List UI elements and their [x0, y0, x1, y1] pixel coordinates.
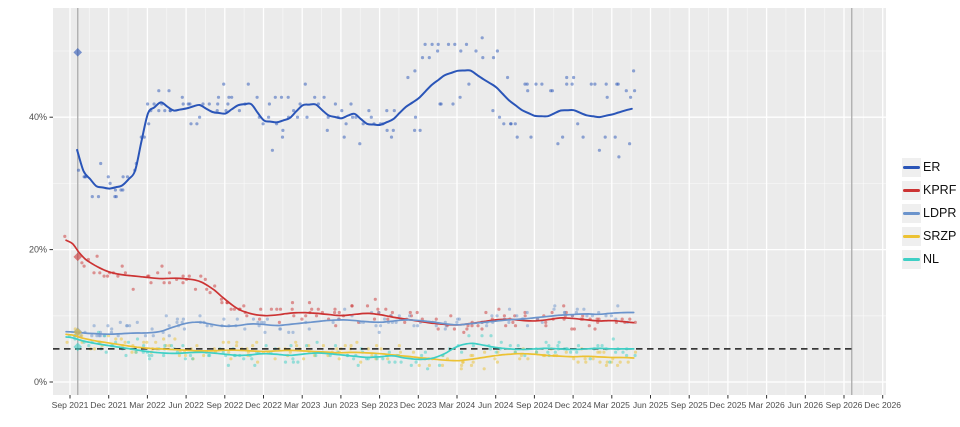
x-tick-label: Mar 2026 [748, 400, 785, 410]
x-tick-label: Jun 2022 [168, 400, 204, 410]
election-diamond-NL [73, 342, 83, 352]
x-tick-label: Mar 2022 [129, 400, 166, 410]
axes: 0% 20% 40% Sep 2021 Dec 2021 Mar 2022 Jun 2022… [29, 112, 901, 410]
trend-line-SRZP [65, 333, 635, 362]
legend-label-ldpr: LDPR [923, 206, 957, 221]
legend-key-nl [902, 250, 921, 269]
x-tick-label: Dec 2024 [555, 400, 592, 410]
y-tick-label: 0% [34, 377, 47, 387]
x-tick-label: Dec 2022 [245, 400, 282, 410]
legend-label-nl: NL [923, 252, 939, 267]
trend-lines [65, 69, 635, 362]
legend-key-srzp [902, 227, 921, 246]
x-tick-label: Jun 2023 [323, 400, 359, 410]
x-tick-label: Mar 2025 [594, 400, 631, 410]
x-tick-label: Sep 2025 [671, 400, 708, 410]
trend-line-ER [76, 69, 633, 190]
srzp-line-swatch [903, 235, 920, 238]
x-tick-label: Mar 2023 [284, 400, 321, 410]
election-result-markers [73, 48, 83, 352]
election-diamond-KPRF [73, 252, 83, 262]
trend-line-LDPR [65, 311, 635, 336]
nl-line-swatch [903, 258, 920, 261]
trend-line-NL [65, 336, 635, 361]
x-tick-label: Dec 2021 [90, 400, 127, 410]
legend-key-kprf [902, 181, 921, 200]
legend-key-er [902, 158, 921, 177]
kprf-line-swatch [903, 189, 920, 192]
x-tick-label: Jun 2025 [633, 400, 669, 410]
x-tick-label: Sep 2022 [206, 400, 243, 410]
x-tick-label: Jun 2024 [478, 400, 514, 410]
gridlines [53, 8, 886, 395]
x-tick-label: Dec 2025 [710, 400, 747, 410]
x-tick-label: Sep 2026 [826, 400, 863, 410]
x-tick-label: Mar 2024 [439, 400, 476, 410]
ldpr-line-swatch [903, 212, 920, 215]
x-tick-label: Sep 2023 [361, 400, 398, 410]
trend-line-KPRF [65, 239, 635, 326]
legend-item-nl: NL [902, 250, 956, 269]
x-tick-label: Jun 2026 [788, 400, 824, 410]
election-diamond-ER [73, 48, 83, 57]
legend-label-er: ER [923, 160, 941, 175]
election-diamond-SRZP [73, 328, 83, 337]
legend-item-kprf: KPRF [902, 181, 956, 200]
x-tick-label: Sep 2021 [52, 400, 89, 410]
legend-item-srzp: SRZP [902, 227, 956, 246]
legend: ER KPRF LDPR SRZP NL [902, 158, 956, 269]
legend-item-er: ER [902, 158, 956, 177]
y-tick-label: 40% [29, 112, 47, 122]
legend-item-ldpr: LDPR [902, 204, 956, 223]
scatter-ER [76, 36, 637, 199]
legend-label-srzp: SRZP [923, 229, 957, 244]
er-line-swatch [903, 166, 920, 169]
legend-key-ldpr [902, 204, 921, 223]
x-tick-label: Sep 2024 [516, 400, 553, 410]
x-tick-label: Dec 2026 [864, 400, 901, 410]
legend-label-kprf: KPRF [923, 183, 957, 198]
x-tick-label: Dec 2023 [400, 400, 437, 410]
y-tick-label: 20% [29, 245, 47, 255]
